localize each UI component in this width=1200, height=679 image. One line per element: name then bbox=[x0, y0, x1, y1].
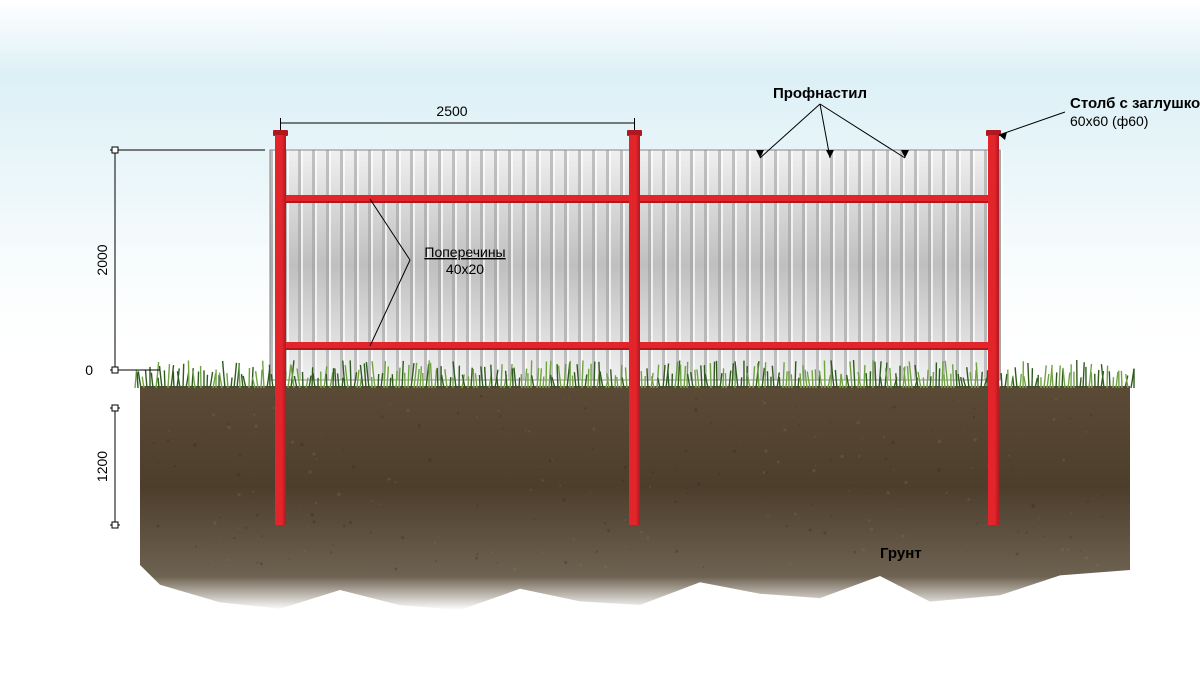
fence-diagram: 2500 2000 0 1200 Профнастил Столб с заглушкой… bbox=[0, 0, 1200, 679]
label-profnastil: Профнастил bbox=[773, 85, 867, 102]
label-post-1: Столб с заглушкой bbox=[1070, 95, 1200, 112]
label-ground: Грунт bbox=[880, 545, 922, 562]
label-rails-2: 40х20 bbox=[446, 261, 484, 277]
dim-height-below: 1200 bbox=[94, 451, 110, 482]
dim-width: 2500 bbox=[436, 103, 467, 119]
post bbox=[629, 135, 640, 525]
dim-zero: 0 bbox=[85, 362, 93, 378]
post bbox=[988, 135, 999, 525]
dim-height-above: 2000 bbox=[94, 244, 110, 275]
label-post-2: 60х60 (ф60) bbox=[1070, 113, 1148, 129]
label-rails-1: Поперечины bbox=[424, 244, 505, 260]
post bbox=[275, 135, 286, 525]
